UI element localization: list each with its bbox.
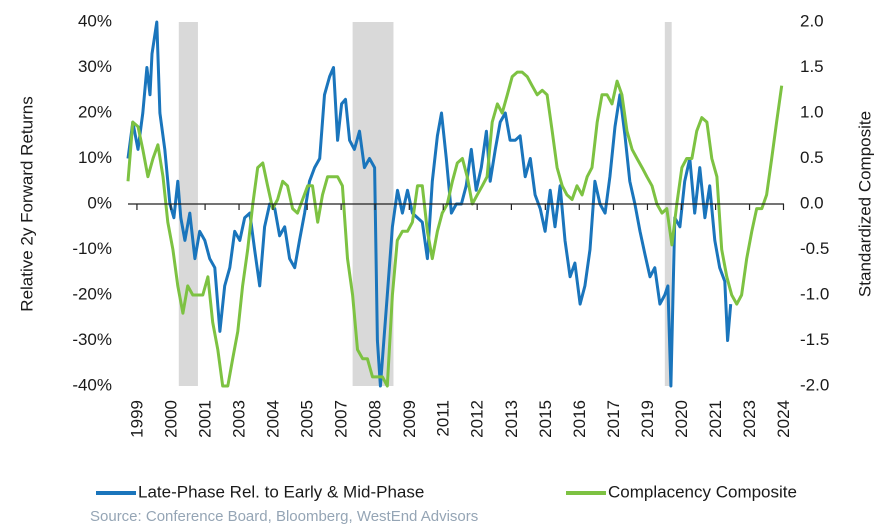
x-tick-label: 2012 bbox=[468, 400, 487, 438]
y-tick-label: -30% bbox=[72, 330, 112, 349]
y-tick-label: 10% bbox=[78, 148, 112, 167]
x-tick-label: 2016 bbox=[570, 400, 589, 438]
y2-tick-label: 0.5 bbox=[800, 148, 824, 167]
y2-tick-label: -1.5 bbox=[800, 330, 829, 349]
x-tick-label: 2007 bbox=[332, 400, 351, 438]
y-tick-label: -40% bbox=[72, 375, 112, 394]
plot-area bbox=[126, 20, 784, 388]
x-tick-label: 2004 bbox=[263, 400, 282, 438]
series-line bbox=[126, 70, 784, 388]
x-tick-label: 2011 bbox=[434, 400, 453, 437]
y-tick-label: 40% bbox=[78, 11, 112, 30]
y-tick-label: -10% bbox=[72, 239, 112, 258]
x-tick-label: 2003 bbox=[230, 400, 249, 438]
x-tick-label: 2017 bbox=[604, 400, 623, 438]
source-note: Source: Conference Board, Bloomberg, Wes… bbox=[90, 508, 478, 525]
y-tick-label: 0% bbox=[87, 193, 112, 212]
x-tick-label: 2009 bbox=[400, 400, 419, 438]
x-tick-label: 2005 bbox=[298, 400, 317, 438]
x-tick-label: 1999 bbox=[127, 400, 146, 438]
x-tick-label: 2020 bbox=[672, 400, 691, 438]
y2-tick-label: -1.0 bbox=[800, 284, 829, 303]
x-tick-label: 2015 bbox=[536, 400, 555, 438]
y2-tick-label: 2.0 bbox=[800, 11, 824, 30]
x-tick-label: 2023 bbox=[740, 400, 759, 438]
x-tick-label: 2000 bbox=[161, 400, 180, 438]
x-tick-label: 2024 bbox=[774, 400, 793, 438]
y-tick-label: 30% bbox=[78, 57, 112, 76]
y2-tick-label: -2.0 bbox=[800, 375, 829, 394]
y-tick-label: 20% bbox=[78, 102, 112, 121]
y2-tick-label: 1.0 bbox=[800, 102, 824, 121]
x-tick-label: 2019 bbox=[638, 400, 657, 438]
y-tick-label: -20% bbox=[72, 284, 112, 303]
x-tick-label: 2001 bbox=[196, 400, 215, 438]
x-tick-label: 2013 bbox=[502, 400, 521, 438]
y2-tick-label: -0.5 bbox=[800, 239, 829, 258]
y2-tick-label: 0.0 bbox=[800, 193, 824, 212]
legend-label: Late-Phase Rel. to Early & Mid-Phase bbox=[138, 482, 424, 501]
x-tick-label: 2008 bbox=[366, 400, 385, 438]
y-axis-title: Relative 2y Forward Returns bbox=[17, 96, 36, 311]
series-line bbox=[126, 20, 733, 388]
y2-axis-title: Standardized Composite bbox=[855, 111, 874, 297]
legend-label: Complacency Composite bbox=[608, 482, 797, 501]
y2-tick-label: 1.5 bbox=[800, 57, 824, 76]
x-tick-label: 2021 bbox=[706, 400, 725, 438]
